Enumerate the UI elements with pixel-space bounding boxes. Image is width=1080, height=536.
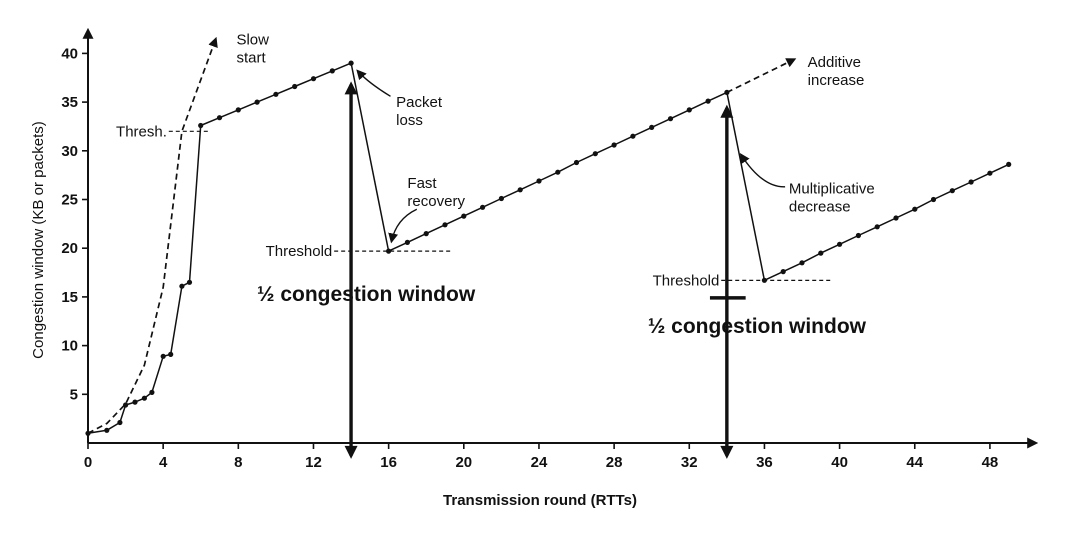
halving-arrow-2: ½ congestion window: [648, 104, 867, 459]
series-slow-start-ideal: [87, 36, 218, 435]
y-tick-label: 35: [61, 94, 78, 111]
y-tick-label: 25: [61, 192, 78, 209]
packet-loss-label: Packet loss: [396, 94, 443, 129]
x-tick-label: 24: [531, 454, 548, 471]
x-tick-label: 44: [906, 454, 923, 471]
y-tick-label: 15: [61, 289, 78, 306]
y-tick-label: 30: [61, 143, 78, 160]
annotations: Slow start Packet loss Fast recovery Additive i…: [236, 32, 875, 244]
threshold-1-label: Thresh.: [116, 123, 167, 140]
y-tick-label: 5: [70, 386, 78, 403]
x-tick-label: 48: [982, 454, 999, 471]
annotation-slow-start: Slow start: [236, 32, 269, 67]
threshold-3-label: Threshold: [653, 272, 720, 289]
x-tick-label: 12: [305, 454, 322, 471]
annotation-multiplicative-decrease: Multiplicative decrease: [739, 153, 875, 216]
annotation-fast-recovery: Fast recovery: [388, 175, 465, 244]
threshold-1: Thresh.: [116, 123, 209, 140]
x-tick-label: 28: [606, 454, 623, 471]
y-tick-label: 20: [61, 240, 78, 257]
x-axis-label: Transmission round (RTTs): [443, 492, 637, 509]
x-tick-label: 32: [681, 454, 698, 471]
threshold-2: Threshold: [266, 243, 453, 260]
threshold-2-label: Threshold: [266, 243, 333, 260]
multiplicative-decrease-label: Multiplicative decrease: [789, 181, 875, 216]
series-additive-increase-1: [386, 89, 730, 254]
annotation-additive-increase: Additive increase: [808, 54, 865, 89]
threshold-lines: Thresh. Threshold Threshold: [116, 123, 831, 289]
data-series: [85, 36, 1012, 436]
annotation-packet-loss: Packet loss: [356, 69, 443, 129]
multiplicative-decrease-arrow: [739, 153, 786, 188]
series-multiplicative-decrease-drop: [726, 92, 766, 281]
halving-arrow-2-label: ½ congestion window: [648, 315, 867, 338]
series-congestion-window-slow-start: [85, 60, 354, 436]
packet-loss-arrow: [356, 69, 391, 97]
x-tick-label: 0: [84, 454, 92, 471]
additive-increase-label: Additive increase: [808, 54, 865, 89]
fast-recovery-arrow: [388, 208, 418, 244]
y-tick-label: 10: [61, 338, 78, 355]
x-tick-label: 20: [455, 454, 472, 471]
x-tick-label: 16: [380, 454, 397, 471]
threshold-3: Threshold: [653, 272, 831, 289]
y-tick-label: 40: [61, 45, 78, 62]
halving-arrow-1: ½ congestion window: [257, 81, 476, 459]
x-tick-label: 40: [831, 454, 848, 471]
fast-recovery-label: Fast recovery: [407, 175, 465, 210]
slow-start-label: Slow start: [236, 32, 269, 67]
x-tick-label: 8: [234, 454, 242, 471]
y-axis-label: Congestion window (KB or packets): [30, 121, 47, 359]
x-tick-label: 36: [756, 454, 773, 471]
halving-arrow-1-label: ½ congestion window: [257, 283, 476, 306]
series-additive-increase-ideal: [726, 58, 797, 94]
halving-arrows: ½ congestion window ½ congestion window: [257, 81, 867, 459]
series-additive-increase-2: [761, 161, 1012, 283]
x-tick-label: 4: [159, 454, 168, 471]
